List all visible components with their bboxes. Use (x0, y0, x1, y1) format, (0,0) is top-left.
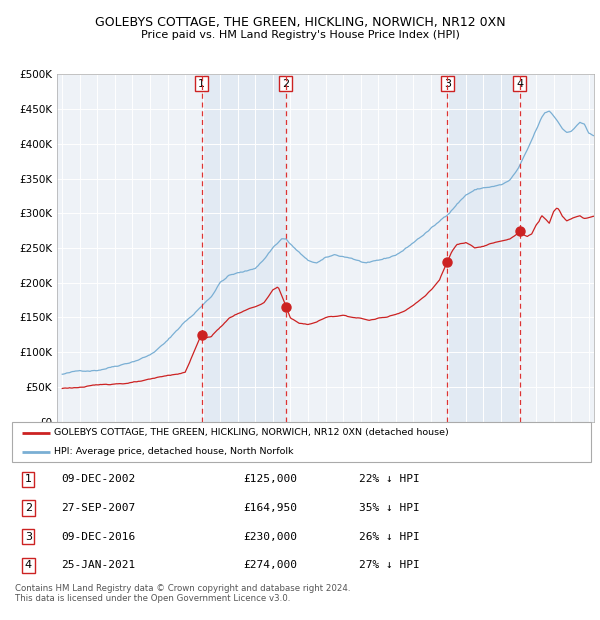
Text: £164,950: £164,950 (244, 503, 298, 513)
Text: 3: 3 (444, 79, 451, 89)
Text: 4: 4 (25, 560, 32, 570)
Text: 1: 1 (198, 79, 205, 89)
Text: HPI: Average price, detached house, North Norfolk: HPI: Average price, detached house, Nort… (53, 447, 293, 456)
Text: 09-DEC-2002: 09-DEC-2002 (61, 474, 136, 484)
Bar (447, 74, 520, 422)
Text: 09-DEC-2016: 09-DEC-2016 (61, 532, 136, 542)
Text: 35% ↓ HPI: 35% ↓ HPI (359, 503, 420, 513)
Text: £274,000: £274,000 (244, 560, 298, 570)
Text: £230,000: £230,000 (244, 532, 298, 542)
FancyBboxPatch shape (12, 422, 591, 462)
Text: 3: 3 (25, 532, 32, 542)
Text: 27-SEP-2007: 27-SEP-2007 (61, 503, 136, 513)
Text: 22% ↓ HPI: 22% ↓ HPI (359, 474, 420, 484)
Text: 4: 4 (516, 79, 523, 89)
Bar (202, 74, 286, 422)
Text: 2: 2 (282, 79, 289, 89)
Text: GOLEBYS COTTAGE, THE GREEN, HICKLING, NORWICH, NR12 0XN (detached house): GOLEBYS COTTAGE, THE GREEN, HICKLING, NO… (53, 428, 448, 437)
Text: 26% ↓ HPI: 26% ↓ HPI (359, 532, 420, 542)
Text: 25-JAN-2021: 25-JAN-2021 (61, 560, 136, 570)
Text: 1: 1 (25, 474, 32, 484)
Text: £125,000: £125,000 (244, 474, 298, 484)
Text: 27% ↓ HPI: 27% ↓ HPI (359, 560, 420, 570)
Text: Contains HM Land Registry data © Crown copyright and database right 2024.
This d: Contains HM Land Registry data © Crown c… (15, 584, 350, 603)
Text: Price paid vs. HM Land Registry's House Price Index (HPI): Price paid vs. HM Land Registry's House … (140, 30, 460, 40)
Text: 2: 2 (25, 503, 32, 513)
Text: GOLEBYS COTTAGE, THE GREEN, HICKLING, NORWICH, NR12 0XN: GOLEBYS COTTAGE, THE GREEN, HICKLING, NO… (95, 16, 505, 29)
